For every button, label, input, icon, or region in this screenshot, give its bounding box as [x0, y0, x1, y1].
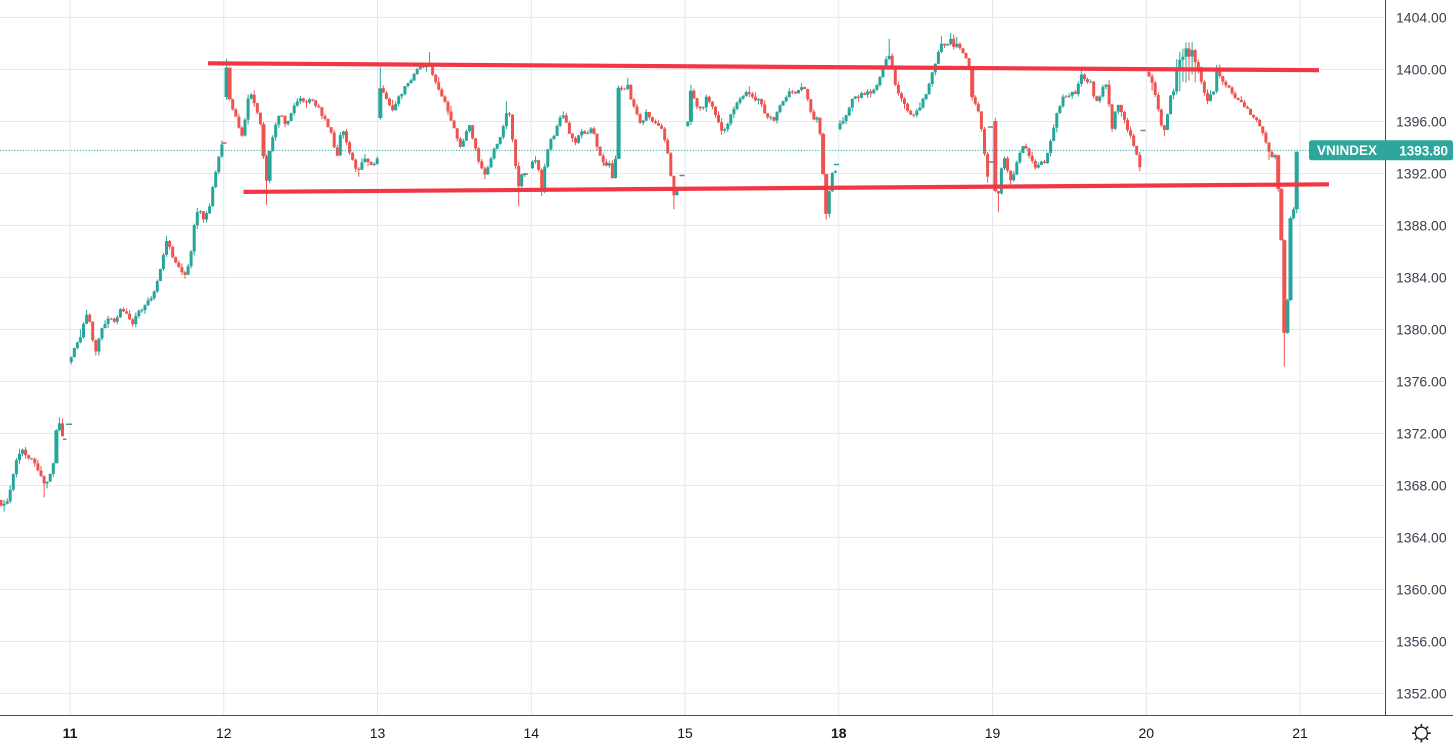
- svg-text:12: 12: [216, 725, 232, 741]
- svg-text:1356.00: 1356.00: [1396, 634, 1447, 650]
- svg-text:1404.00: 1404.00: [1396, 10, 1447, 26]
- svg-text:1384.00: 1384.00: [1396, 270, 1447, 286]
- svg-text:1396.00: 1396.00: [1396, 114, 1447, 130]
- svg-text:1388.00: 1388.00: [1396, 218, 1447, 234]
- svg-text:1392.00: 1392.00: [1396, 166, 1447, 182]
- svg-text:1393.80: 1393.80: [1399, 143, 1448, 158]
- svg-text:1400.00: 1400.00: [1396, 62, 1447, 78]
- svg-text:1352.00: 1352.00: [1396, 686, 1447, 702]
- svg-text:1360.00: 1360.00: [1396, 582, 1447, 598]
- svg-text:20: 20: [1138, 725, 1154, 741]
- svg-text:19: 19: [985, 725, 1001, 741]
- svg-text:11: 11: [63, 725, 78, 741]
- svg-text:1380.00: 1380.00: [1396, 322, 1447, 338]
- svg-text:21: 21: [1292, 725, 1308, 741]
- svg-text:1364.00: 1364.00: [1396, 530, 1447, 546]
- svg-text:1368.00: 1368.00: [1396, 478, 1447, 494]
- svg-text:18: 18: [831, 725, 847, 741]
- svg-text:15: 15: [677, 725, 693, 741]
- svg-text:1376.00: 1376.00: [1396, 374, 1447, 390]
- svg-text:1372.00: 1372.00: [1396, 426, 1447, 442]
- svg-text:VNINDEX: VNINDEX: [1317, 143, 1377, 158]
- svg-text:14: 14: [523, 725, 539, 741]
- svg-text:13: 13: [370, 725, 386, 741]
